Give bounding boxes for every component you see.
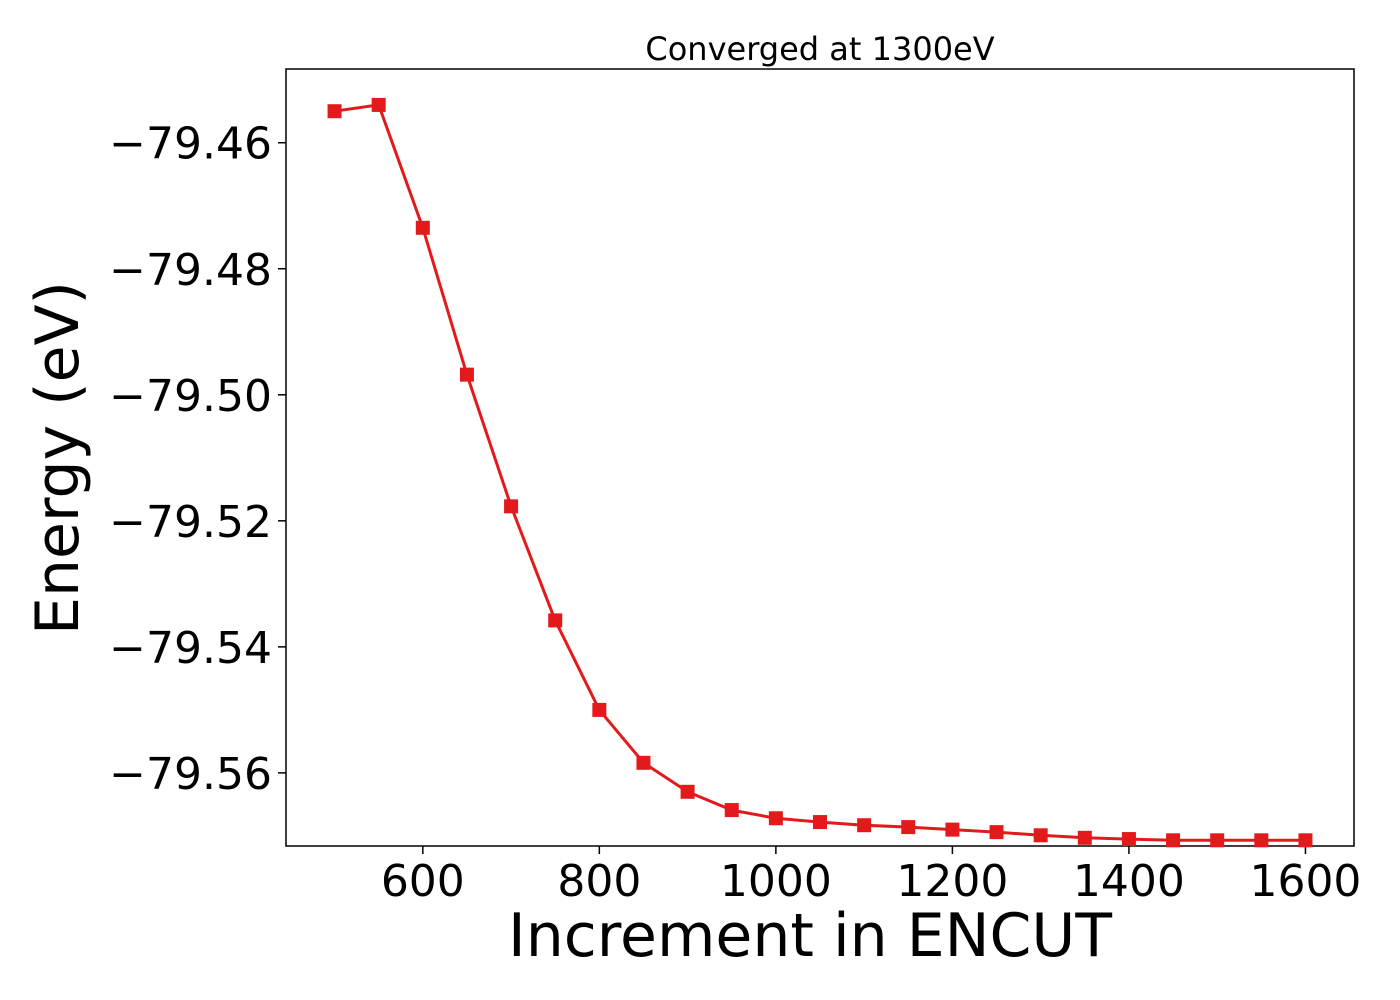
- data-point: [989, 825, 1004, 840]
- data-point: [901, 820, 916, 835]
- data-point: [1210, 833, 1225, 848]
- data-point: [680, 784, 695, 799]
- y-tick-label: −79.52: [109, 497, 272, 548]
- data-point: [1254, 833, 1269, 848]
- data-point: [1121, 832, 1136, 847]
- x-tick-label: 1000: [720, 856, 832, 907]
- data-point: [371, 97, 386, 112]
- x-tick-label: 1200: [896, 856, 1008, 907]
- y-tick-label: −79.56: [109, 749, 272, 800]
- plot-area: [285, 68, 1355, 847]
- data-point: [327, 104, 342, 119]
- x-tick-label: 1600: [1249, 856, 1361, 907]
- series-line: [334, 103, 1306, 842]
- data-point: [857, 818, 872, 833]
- data-point: [1077, 830, 1092, 845]
- data-point: [1033, 828, 1048, 843]
- x-tick-label: 1400: [1073, 856, 1185, 907]
- data-point: [415, 220, 430, 235]
- data-point: [813, 815, 827, 830]
- y-tick-label: −79.46: [109, 119, 272, 170]
- data-point: [945, 822, 960, 837]
- data-point: [459, 367, 474, 382]
- data-point: [1166, 833, 1181, 848]
- data-point: [592, 702, 607, 717]
- y-tick-label: −79.48: [109, 245, 272, 296]
- data-point: [636, 755, 651, 770]
- y-tick-label: −79.50: [109, 371, 272, 422]
- chart-title: Converged at 1300eV: [645, 30, 994, 68]
- x-axis: 600 800 1000 1200 1400 1600: [381, 846, 1361, 907]
- data-point: [768, 811, 783, 826]
- y-axis: −79.46 −79.48 −79.50 −79.52 −79.54 −79.56: [109, 119, 286, 800]
- x-tick-label: 600: [381, 856, 465, 907]
- y-tick-label: −79.54: [109, 623, 272, 674]
- data-point: [548, 613, 563, 628]
- x-axis-title: Increment in ENCUT: [508, 901, 1112, 971]
- series-layer: [327, 97, 1313, 848]
- x-tick-label: 800: [557, 856, 641, 907]
- y-axis-title: Energy (eV): [23, 281, 93, 635]
- data-point: [724, 803, 739, 818]
- data-point: [1298, 833, 1313, 848]
- data-point: [504, 499, 519, 514]
